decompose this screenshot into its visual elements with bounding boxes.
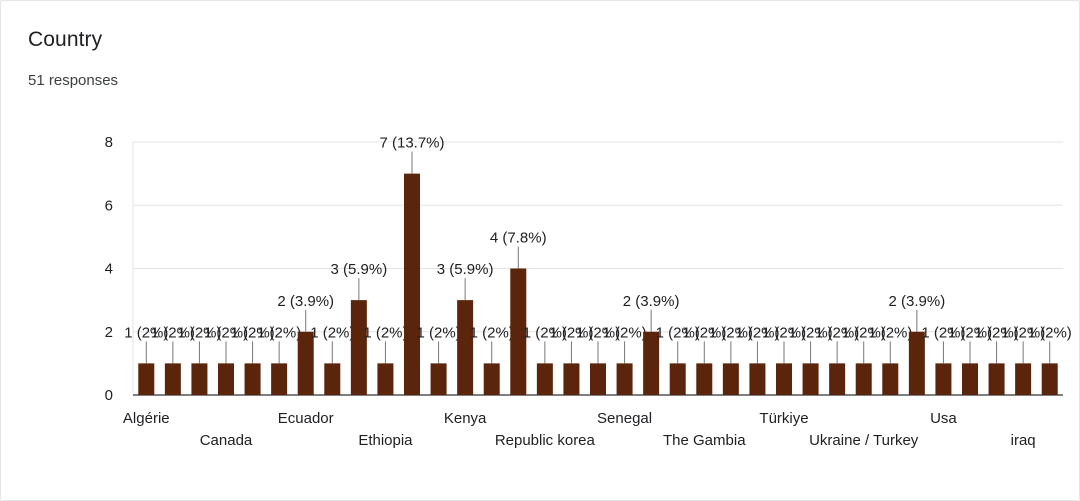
data-label: 1 (2%)	[177, 324, 221, 341]
data-label: 1 (2%)	[709, 324, 753, 341]
x-tick-label: Türkiye	[759, 410, 808, 427]
data-label: 1 (2%)	[124, 324, 168, 341]
response-count: 51 responses	[28, 72, 119, 89]
bar	[536, 363, 553, 395]
question-title: Country	[28, 28, 103, 51]
x-tick-label: Ethiopia	[358, 432, 413, 449]
bar	[430, 363, 447, 395]
data-label: 1 (2%)	[204, 324, 248, 341]
bar	[350, 300, 367, 395]
data-label: 1 (2%)	[815, 324, 859, 341]
data-label: 1 (2%)	[363, 324, 407, 341]
bar	[404, 173, 420, 395]
data-label: 1 (2%)	[523, 324, 567, 341]
bar	[324, 363, 341, 395]
bar	[377, 363, 394, 395]
data-label: 1 (2%)	[230, 324, 274, 341]
data-label: 1 (2%)	[656, 324, 700, 341]
x-tick-label: iraq	[1011, 432, 1036, 449]
bar	[616, 363, 633, 395]
bar	[882, 363, 899, 395]
x-tick-label: Republic korea	[495, 432, 596, 449]
data-label: 1 (2%)	[788, 324, 832, 341]
bar	[643, 331, 660, 395]
data-label: 1 (2%)	[842, 324, 886, 341]
bar	[776, 363, 792, 395]
data-label: 1 (2%)	[310, 324, 354, 341]
bar	[829, 363, 846, 395]
bar	[457, 300, 474, 395]
data-label: 2 (3.9%)	[889, 293, 946, 310]
bar	[988, 363, 1005, 395]
x-tick-label: Usa	[930, 410, 957, 427]
bar	[722, 363, 739, 395]
bar	[962, 363, 978, 395]
y-tick-label: 8	[105, 134, 113, 151]
y-tick-label: 0	[105, 387, 113, 404]
data-label: 1 (2%)	[549, 324, 593, 341]
bar	[483, 363, 500, 395]
y-tick-label: 4	[105, 261, 113, 278]
data-label: 2 (3.9%)	[277, 293, 334, 310]
data-label: 1 (2%)	[1001, 324, 1045, 341]
data-label: 1 (2%)	[921, 324, 965, 341]
data-label: 1 (2%)	[682, 324, 726, 341]
data-label: 1 (2%)	[868, 324, 912, 341]
y-tick-label: 6	[105, 197, 113, 214]
bar	[191, 363, 208, 395]
x-tick-label: Senegal	[597, 410, 652, 427]
data-label: 1 (2%)	[470, 324, 514, 341]
data-label: 1 (2%)	[151, 324, 195, 341]
bar	[271, 363, 288, 395]
data-label: 1 (2%)	[974, 324, 1018, 341]
x-tick-label: Algérie	[123, 410, 170, 427]
data-label: 1 (2%)	[602, 324, 646, 341]
data-label: 1 (2%)	[257, 324, 301, 341]
x-tick-label: Canada	[200, 432, 253, 449]
x-tick-label: Ecuador	[278, 410, 334, 427]
data-label: 7 (13.7%)	[379, 135, 444, 152]
bar	[908, 331, 925, 395]
data-label: 1 (2%)	[735, 324, 779, 341]
data-label: 3 (5.9%)	[437, 261, 494, 278]
data-label: 2 (3.9%)	[623, 293, 680, 310]
data-label: 1 (2%)	[948, 324, 992, 341]
x-tick-label: The Gambia	[663, 432, 746, 449]
bar	[164, 363, 181, 395]
bar	[590, 363, 606, 395]
bar	[1015, 363, 1032, 395]
bar	[1041, 363, 1058, 395]
bar	[244, 363, 261, 395]
x-tick-label: Ukraine / Turkey	[809, 432, 919, 449]
data-label: 4 (7.8%)	[490, 230, 547, 247]
bar	[802, 363, 819, 395]
bar	[749, 363, 766, 395]
data-label: 1 (2%)	[1028, 324, 1072, 341]
data-label: 1 (2%)	[762, 324, 806, 341]
bar	[138, 363, 155, 395]
bar	[696, 363, 713, 395]
bar	[510, 268, 527, 395]
bar	[297, 331, 314, 395]
bar	[669, 363, 686, 395]
data-label: 3 (5.9%)	[331, 261, 388, 278]
bar	[218, 363, 234, 395]
bar	[935, 363, 952, 395]
data-label: 1 (2%)	[416, 324, 460, 341]
bar	[855, 363, 872, 395]
bar	[563, 363, 580, 395]
x-tick-label: Kenya	[444, 410, 487, 427]
data-label: 1 (2%)	[576, 324, 620, 341]
y-tick-label: 2	[105, 324, 113, 341]
